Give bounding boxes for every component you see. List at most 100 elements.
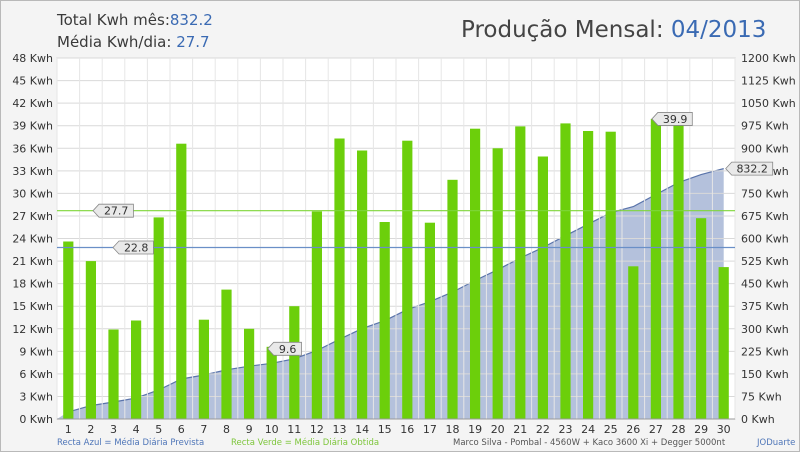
bar [63,241,74,419]
y-left-tick-label: 21 Kwh [12,255,53,268]
y-right-tick-label: 375 Kwh [741,300,789,313]
x-tick-label: 1 [65,423,72,436]
bar [424,222,435,419]
y-right-tick-label: 0 Kwh [741,413,775,426]
bar [402,140,413,419]
y-right-tick-label: 525 Kwh [741,255,789,268]
reference-line-label-box [112,240,154,255]
bar [650,118,661,420]
y-right-tick-label: 900 Kwh [741,142,789,155]
y-left-tick-label: 0 Kwh [19,413,53,426]
y-left-tick-label: 42 Kwh [12,97,53,110]
x-tick-label: 10 [265,423,279,436]
y-right-tick-label: 225 Kwh [741,345,789,358]
bar [266,346,277,419]
y-right-tick-label: 1125 Kwh [741,75,796,88]
bar [605,131,616,419]
footer-blue-note: Recta Azul = Média Diária Prevista [57,437,204,448]
y-left-tick-label: 9 Kwh [19,345,53,358]
footer-author: JODuarte [756,438,795,448]
y-left-tick-label: 24 Kwh [12,233,53,246]
y-right-tick-label: 975 Kwh [741,120,789,133]
x-tick-label: 25 [604,423,618,436]
footer-system-note: Marco Silva - Pombal - 4560W + Kaco 3600… [453,438,726,448]
bar [131,320,142,419]
chart-title: Produção Mensal: 04/2013 [461,17,766,43]
callout-label-box [725,161,774,176]
bar [560,123,571,420]
bar [289,306,300,419]
bar [447,179,458,419]
reference-line-label-box [92,203,134,218]
bar [357,150,368,419]
x-tick-label: 24 [581,423,595,436]
x-tick-label: 28 [672,423,686,436]
chart-title-label: Produção Mensal: [461,17,664,43]
y-left-tick-label: 39 Kwh [12,120,53,133]
callout-label: 9.6 [279,343,297,356]
x-tick-label: 20 [491,423,505,436]
callout-label: 39.9 [663,113,688,126]
bar [470,128,481,419]
x-tick-label: 27 [649,423,663,436]
x-tick-label: 22 [536,423,550,436]
y-right-tick-label: 1050 Kwh [741,97,796,110]
bar [696,218,707,419]
x-tick-label: 9 [246,423,253,436]
y-right-tick-label: 300 Kwh [741,323,789,336]
y-right-tick-label: 75 Kwh [741,390,782,403]
x-tick-label: 15 [378,423,392,436]
y-left-tick-label: 36 Kwh [12,142,53,155]
callout-label-box [651,112,693,126]
y-right-tick-label: 675 Kwh [741,210,789,223]
y-left-tick-label: 18 Kwh [12,278,53,291]
x-tick-label: 19 [468,423,482,436]
bar [198,319,209,419]
bar [537,156,548,419]
x-tick-label: 8 [223,423,230,436]
x-tick-label: 26 [626,423,640,436]
x-tick-label: 21 [513,423,527,436]
y-right-tick-label: 450 Kwh [741,278,789,291]
reference-line-label: 22.8 [124,242,149,255]
x-tick-label: 23 [559,423,573,436]
bar [515,126,526,420]
avg-kwh-value: 27.7 [176,33,210,51]
x-tick-label: 7 [200,423,207,436]
y-left-tick-label: 30 Kwh [12,187,53,200]
x-tick-label: 3 [110,423,117,436]
x-tick-label: 12 [310,423,324,436]
bar [108,329,119,419]
x-tick-label: 29 [694,423,708,436]
callout-label: 832.2 [736,163,768,176]
total-kwh-value: 832.2 [169,11,213,29]
bar [244,328,255,420]
bar [379,222,390,419]
y-left-tick-label: 3 Kwh [19,390,53,403]
y-left-tick-label: 27 Kwh [12,210,53,223]
bar [628,266,639,419]
reference-line-label: 27.7 [104,205,129,218]
avg-kwh-label: Média Kwh/dia: [57,33,172,51]
x-tick-label: 13 [333,423,347,436]
x-tick-label: 6 [178,423,185,436]
bar [176,143,187,419]
x-tick-label: 11 [287,423,301,436]
footer-green-note: Recta Verde = Média Diária Obtida [231,437,379,448]
callout-label-box [267,341,302,356]
y-left-tick-label: 6 Kwh [19,368,53,381]
bar [221,289,232,419]
chart-title-month: 04/2013 [670,17,767,43]
y-left-tick-label: 45 Kwh [12,75,53,88]
x-tick-label: 14 [355,423,369,436]
bar [334,138,345,419]
avg-kwh-stat: Média Kwh/dia: 27.7 [57,33,210,51]
x-tick-label: 5 [155,423,162,436]
y-right-tick-label: 150 Kwh [741,368,789,381]
x-tick-label: 2 [87,423,94,436]
bar [718,267,729,419]
bar [492,148,503,420]
bar [673,121,684,419]
